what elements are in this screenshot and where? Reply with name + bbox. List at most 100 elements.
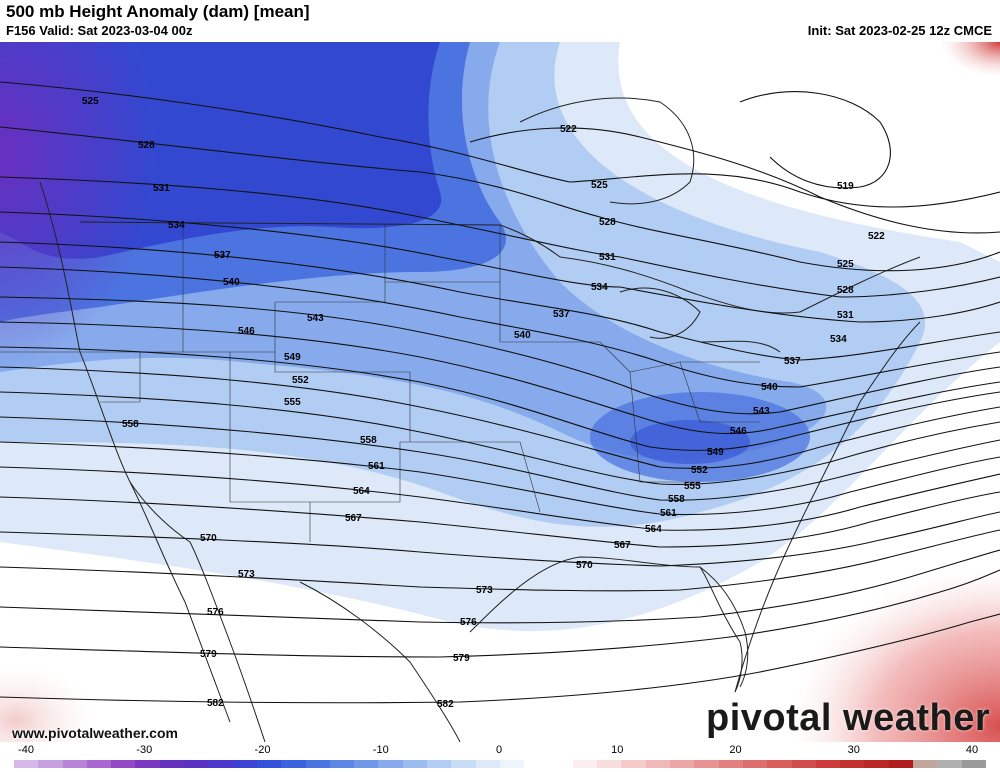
- contour-543: [0, 296, 1000, 415]
- contour-label-531-ne: 531: [837, 310, 854, 321]
- colorbar-tick-label: 30: [847, 744, 860, 756]
- contour-label-537-ne: 537: [784, 356, 801, 367]
- colorbar-swatch: [354, 760, 379, 768]
- colorbar-swatch: [14, 760, 39, 768]
- colorbar-swatch: [597, 760, 622, 768]
- colorbar-tick-label: 40: [965, 744, 979, 756]
- great-lakes: [619, 287, 781, 353]
- colorbar-swatch: [329, 760, 355, 768]
- map-title: 500 mb Height Anomaly (dam) [mean]: [6, 2, 310, 21]
- contour-558: [0, 416, 1000, 501]
- contour-label-576: 576: [207, 607, 224, 618]
- contour-528: [0, 126, 1000, 272]
- contour-label-534-east: 534: [591, 282, 608, 293]
- contour-label-570: 570: [200, 533, 217, 544]
- contour-label-528-east: 528: [599, 217, 616, 228]
- colorbar-swatch: [38, 760, 63, 768]
- colorbar-swatch: [864, 760, 889, 768]
- contour-label-543-ne: 543: [753, 406, 770, 417]
- colorbar-swatch: [159, 760, 185, 768]
- contour-579: [0, 569, 1000, 658]
- contour-label-567: 567: [345, 513, 362, 524]
- contour-labels: 525 528 531 534 537 540 546 543 549 552 …: [82, 96, 885, 710]
- colorbar-swatch: [694, 760, 719, 768]
- colorbar-swatch: [888, 760, 913, 768]
- contour-label-543: 543: [307, 313, 324, 324]
- colorbar-swatch: [256, 760, 282, 768]
- anomaly-warm-southeast: [580, 422, 1000, 742]
- contour-label-573-s: 573: [476, 585, 493, 596]
- colorbar-swatch: [427, 760, 452, 768]
- contour-label-519: 519: [837, 181, 854, 192]
- colorbar-swatch: [451, 760, 476, 768]
- contour-label-582: 582: [207, 698, 224, 709]
- colorbar-swatch: [524, 760, 549, 768]
- colorbar-swatch: [281, 760, 306, 768]
- colorbar-tick-label: -30: [136, 744, 153, 756]
- colorbar-swatch: [184, 760, 209, 768]
- contour-label-570-se: 570: [576, 560, 593, 571]
- colorbar-swatch: [645, 760, 671, 768]
- contour-label-534-ne: 534: [830, 334, 847, 345]
- colorbar-swatch: [937, 760, 962, 768]
- colorbar-swatch: [791, 760, 816, 768]
- colorbar-swatch: [912, 760, 938, 768]
- pivotal-weather-logo: pivotal weather: [706, 697, 991, 739]
- colorbar: [14, 760, 986, 768]
- colorbar-tick-label: -20: [254, 744, 271, 756]
- contour-label-546-ne: 546: [730, 426, 747, 437]
- contour-label-549: 549: [284, 352, 301, 363]
- contour-label-579: 579: [200, 649, 217, 660]
- colorbar-swatch: [232, 760, 257, 768]
- state-lines: [0, 225, 760, 542]
- contour-label-558-se: 558: [668, 494, 685, 505]
- contour-label-582-s: 582: [437, 699, 454, 710]
- contour-555: [0, 391, 1000, 485]
- contour-525: [0, 81, 1000, 208]
- contour-label-537-mid: 537: [553, 309, 570, 320]
- colorbar-swatch: [670, 760, 695, 768]
- colorbar-tick-label: 0: [495, 744, 503, 756]
- colorbar-swatch: [572, 760, 598, 768]
- height-contours: [0, 81, 1000, 704]
- contour-label-549-se: 549: [707, 447, 724, 458]
- contour-label-531: 531: [153, 183, 170, 194]
- contour-546: [0, 321, 1000, 435]
- colorbar-swatch: [208, 760, 233, 768]
- contour-label-546: 546: [238, 326, 255, 337]
- contour-label-555: 555: [284, 397, 301, 408]
- contour-label-540-ne: 540: [761, 382, 778, 393]
- colorbar-tick-labels: -40 -30 -20 -10 0 10 20 30 40: [0, 744, 1000, 758]
- contour-label-552-se: 552: [691, 465, 708, 476]
- contour-519: [739, 91, 891, 189]
- contour-label-555-se: 555: [684, 481, 701, 492]
- colorbar-swatch: [815, 760, 841, 768]
- source-url: www.pivotalweather.com: [12, 725, 178, 741]
- colorbar-tick-label: 20: [729, 744, 742, 756]
- colorbar-swatch: [402, 760, 428, 768]
- colorbar-swatch: [499, 760, 525, 768]
- colorbar-swatch: [621, 760, 646, 768]
- florida: [699, 566, 749, 688]
- contour-label-567-se: 567: [614, 540, 631, 551]
- colorbar-swatch: [475, 760, 500, 768]
- contour-label-558-west: 558: [122, 419, 139, 430]
- contour-label-540-mid: 540: [514, 330, 531, 341]
- anomaly-warm-southwest: [0, 522, 320, 742]
- contour-576: [0, 549, 1000, 624]
- hudson-bay: [519, 97, 695, 205]
- colorbar-swatch: [378, 760, 403, 768]
- mexico-south: [299, 581, 461, 742]
- init-time: Init: Sat 2023-02-25 12z CMCE: [807, 23, 992, 38]
- geographic-boundaries: [39, 97, 921, 742]
- contour-label-552: 552: [292, 375, 309, 386]
- contour-label-537: 537: [214, 250, 231, 261]
- colorbar-swatch: [718, 760, 743, 768]
- baja-peninsula: [129, 481, 231, 723]
- contour-label-561: 561: [368, 461, 385, 472]
- contour-label-528: 528: [138, 140, 155, 151]
- contour-570: [0, 511, 1000, 567]
- contour-label-564: 564: [353, 486, 370, 497]
- colorbar-swatch: [961, 760, 986, 768]
- us-west-coast: [39, 181, 266, 742]
